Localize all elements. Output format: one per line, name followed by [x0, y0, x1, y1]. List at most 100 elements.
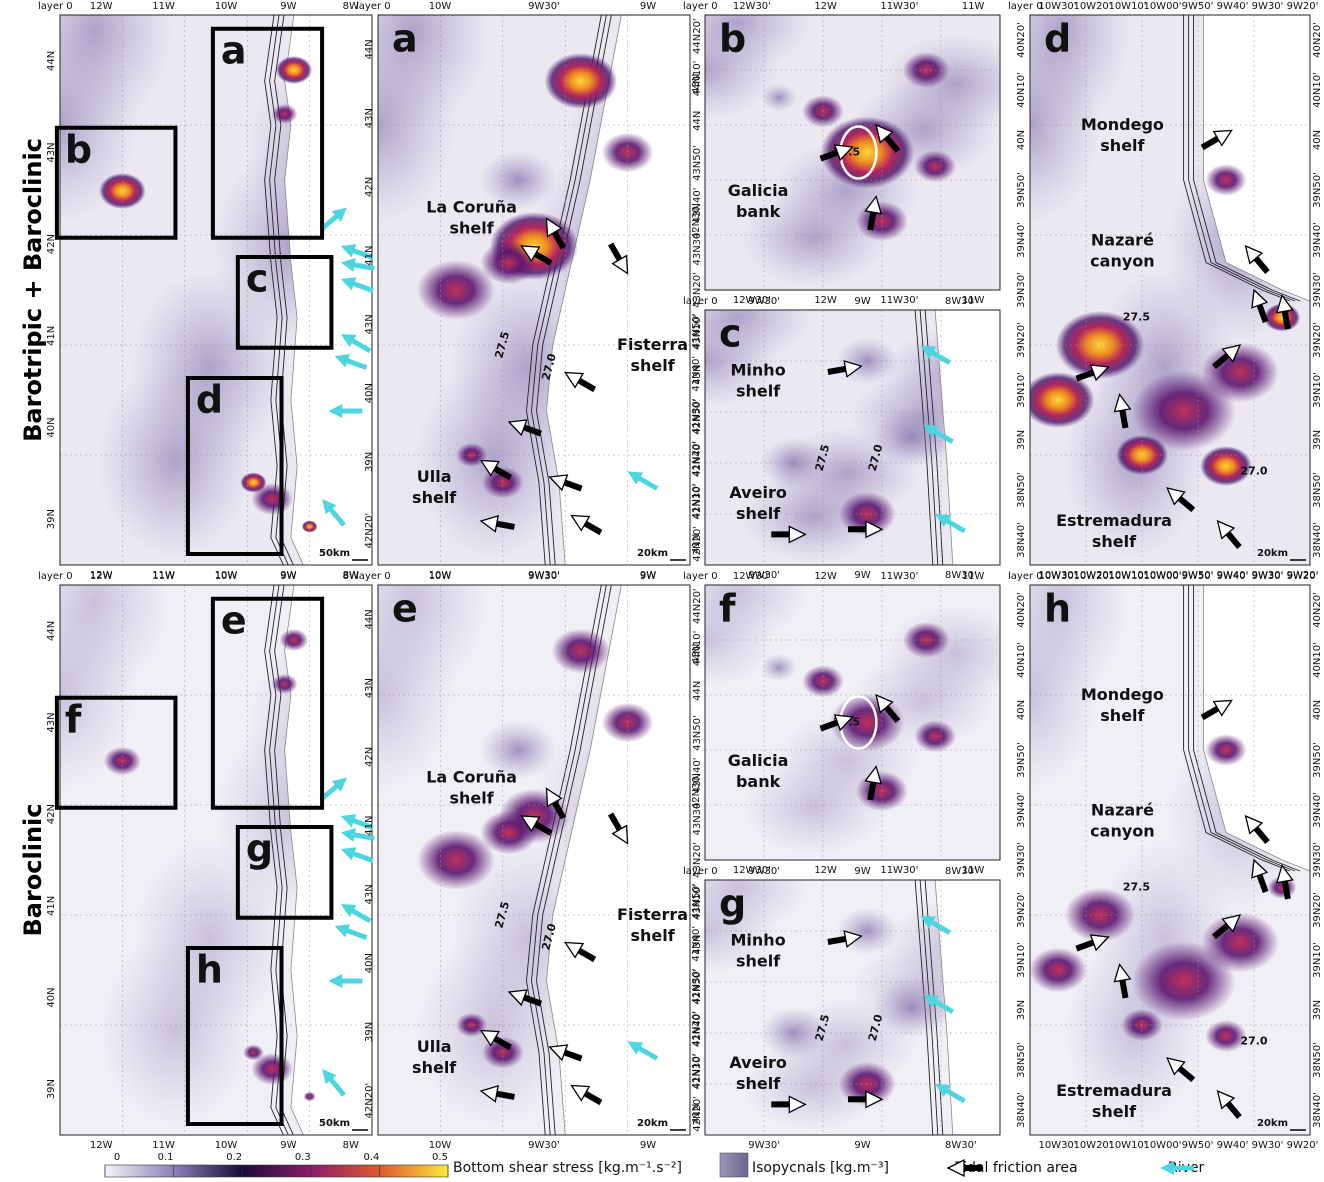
left-tick-label: 39N10' [1016, 372, 1027, 408]
zoom-box-label: a [221, 28, 247, 72]
river-arrow-shaft [326, 1075, 346, 1097]
panel-frame [704, 309, 1001, 566]
bottom-tick-label: 9W [640, 570, 656, 581]
colorbar [104, 1164, 449, 1178]
right-tick-label: 44N [692, 111, 703, 131]
isopycnal [531, 15, 607, 565]
tidal-arrow-head [479, 1029, 500, 1047]
tidal-arrow-head [1244, 244, 1264, 265]
shear-hotspot [482, 1036, 524, 1069]
river-arrow-head [923, 994, 939, 1008]
land [546, 15, 690, 565]
panel-frame [1029, 14, 1311, 566]
shear-hotspot [482, 466, 524, 499]
place-label: canyon [1090, 822, 1154, 841]
tidal-arrow-head [520, 245, 541, 263]
top-tick-label: 8W [343, 1, 359, 12]
bottom-tick-label: 11W [152, 570, 175, 581]
left-tick-label: 39N30' [1016, 272, 1027, 308]
bottom-tick-label: 9W30' [748, 570, 780, 581]
corner-label: layer 0 [356, 571, 391, 582]
left-tick-label: 44N [46, 621, 57, 641]
left-tick-label: 39N20' [1016, 322, 1027, 358]
river-arrow-head [340, 334, 357, 348]
tidal-arrow-head [1221, 914, 1242, 933]
place-label: Nazaré [1091, 231, 1154, 250]
top-tick-label: 11W [152, 571, 175, 582]
place-label: shelf [412, 488, 457, 507]
place-label: shelf [736, 1074, 781, 1093]
tidal-arrow-head [843, 930, 863, 948]
top-tick-label: 10W20' [1073, 1, 1111, 12]
place-label: Mondego [1081, 115, 1164, 134]
tidal-arrow-head [875, 693, 894, 714]
map-panel: layer 0 12W30' 12W 11W30' 11W 12W30' 12W 11W30'… [683, 1, 1001, 306]
place-label: shelf [1092, 532, 1137, 551]
right-tick-label: 39N [1312, 430, 1323, 450]
top-tick-label: 10W [215, 1, 238, 12]
left-tick-label: 39N [46, 509, 57, 529]
bottom-tick-label: 12W [90, 1140, 113, 1151]
shear-background [131, 268, 288, 466]
zoom-box [54, 695, 178, 810]
left-tick-label: 41N [364, 816, 375, 836]
bottom-tick-label: 10W [215, 570, 238, 581]
shear-hotspot [1030, 372, 1095, 428]
river-arrow-head [328, 974, 343, 988]
top-tick-label: 9W20' [1287, 571, 1319, 582]
river-arrow-head [920, 915, 936, 929]
left-tick-label: 42N30' [691, 203, 702, 239]
panel-letter: f [719, 587, 736, 631]
zoom-box [235, 825, 334, 920]
bottom-tick-label: 10W10' [1108, 570, 1146, 581]
tidal-arrow-head [788, 1095, 807, 1114]
left-tick-label: 38N50' [1016, 472, 1027, 508]
zoom-box [210, 26, 325, 240]
river-arrow-shaft [348, 336, 372, 354]
place-label: Mondego [1081, 685, 1164, 704]
tidal-arrow-head [548, 474, 569, 492]
left-tick-label: 41N [46, 896, 57, 916]
tidal-arrow-head [507, 989, 528, 1007]
left-tick-label: 39N50' [1016, 742, 1027, 778]
bottom-tick-label: 10W30' [1038, 570, 1076, 581]
place-label: shelf [630, 356, 675, 375]
right-tick-label: 39N30' [1312, 272, 1323, 308]
river-arrow-head [322, 1069, 337, 1085]
shear-hotspot [479, 720, 558, 780]
place-label: shelf [412, 1058, 457, 1077]
top-tick-label: 9W [640, 571, 656, 582]
place-label: Nazaré [1091, 801, 1154, 820]
bottom-tick-label: 8W30' [945, 1140, 977, 1151]
panel-letter: h [1044, 587, 1071, 631]
shear-hotspot [243, 1044, 264, 1061]
bottom-tick-label: 8W30' [945, 570, 977, 581]
map-content [60, 585, 372, 1135]
tidal-arrow-head [788, 525, 807, 544]
panel-letter: a [392, 17, 418, 61]
bottom-tick-label: 12W [814, 295, 837, 306]
left-tick-label: 44N [364, 609, 375, 629]
left-tick-label: 40N [364, 383, 375, 403]
map-content [705, 310, 1000, 565]
right-tick-label: 38N40' [1312, 1092, 1323, 1128]
left-tick-label: 41N50' [691, 883, 702, 919]
shear-hotspot [417, 830, 495, 890]
right-tick-label: 40N10' [1312, 72, 1323, 108]
panel-letter: d [1044, 17, 1071, 61]
top-tick-label: 9W [280, 571, 296, 582]
bottom-tick-label: 12W30' [733, 865, 771, 876]
bottom-tick-label: 10W00' [1143, 570, 1181, 581]
zoom-box-label: e [221, 598, 247, 642]
zoom-box-label: d [196, 378, 223, 422]
right-tick-label: 42N30' [692, 484, 703, 520]
map-panel: layer 0 12W 11W 10W 9W 8W 12W 11W 10W 9W 8W 44N 43N 4… [38, 571, 375, 1151]
top-tick-label: 12W [90, 571, 113, 582]
river-arrow-shaft [350, 831, 375, 841]
isopycnal [526, 585, 602, 1135]
row-label: Barotripic + Baroclinic [19, 138, 47, 442]
river-arrow-shaft [348, 906, 372, 924]
right-tick-label: 42N30' [692, 1054, 703, 1090]
map-content [60, 15, 372, 565]
